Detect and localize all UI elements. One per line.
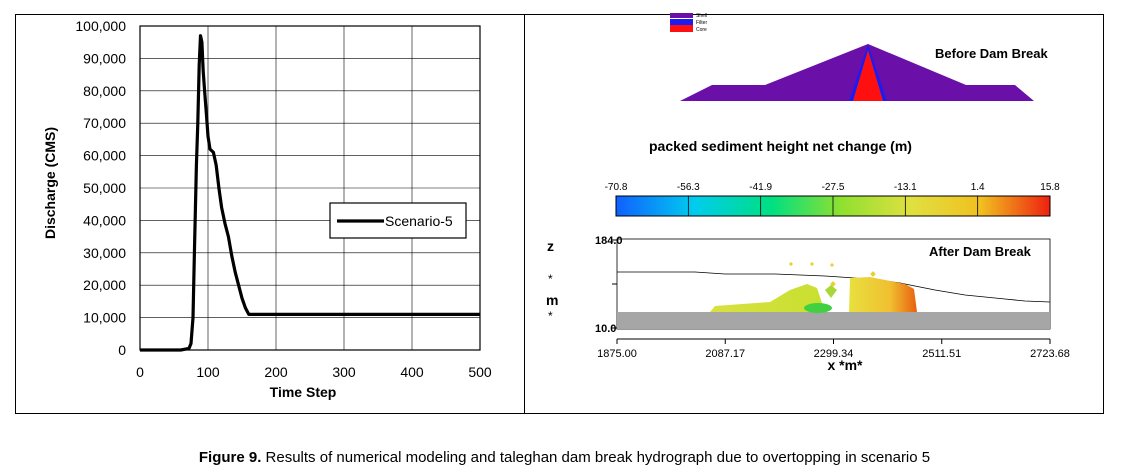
debris-dot <box>870 271 876 277</box>
x-tick-label: 2087.17 <box>705 348 745 360</box>
debris-dot <box>810 262 814 266</box>
series-line-scenario-5 <box>140 34 480 352</box>
dam-cross-section <box>680 44 1034 101</box>
y-tick-label: 0 <box>118 342 126 358</box>
hydrograph-chart: 0 100 200 300 400 500 0 10,000 20,000 30,000 40,00… <box>42 18 492 400</box>
colorbar-tick-label: 1.4 <box>971 182 985 193</box>
y-tick-label: 90,000 <box>83 50 126 66</box>
x-tick-label: 2299.34 <box>814 348 854 360</box>
x-tick-label: 1875.00 <box>597 348 637 360</box>
colorbar-tick-label: -41.9 <box>749 182 772 193</box>
bedrock-layer <box>617 312 1050 329</box>
y-axis-letter-star: * <box>548 272 553 286</box>
caption-text: Results of numerical modeling and talegh… <box>261 449 931 466</box>
x-tick-label: 2511.51 <box>922 348 961 360</box>
y-axis-label: Discharge (CMS) <box>42 127 58 239</box>
x-tick-label: 300 <box>332 364 356 380</box>
x-tick-label: 100 <box>196 364 220 380</box>
y-tick-label: 20,000 <box>83 277 126 293</box>
dam-shell <box>680 44 1034 101</box>
sediment-mound-upstream <box>710 284 825 312</box>
x-tick-label: 400 <box>400 364 424 380</box>
filter-legend-label: Filter <box>696 20 707 26</box>
debris-dot <box>830 263 834 267</box>
y-top-label: 184.0 <box>595 235 623 247</box>
x-tick-label: 500 <box>468 364 492 380</box>
panel-divider <box>524 14 525 414</box>
shell-swatch <box>670 13 693 18</box>
scour-hole <box>804 303 832 313</box>
legend-label: Scenario-5 <box>385 213 453 229</box>
y-tick-label: 80,000 <box>83 83 126 99</box>
sediment-mound-downstream <box>849 277 917 312</box>
y-axis-letter-m: m <box>546 292 558 308</box>
colorbar-title: packed sediment height net change (m) <box>649 138 912 154</box>
before-dam-break-label: Before Dam Break <box>935 46 1048 61</box>
y-tick-label: 50,000 <box>83 180 126 196</box>
x-axis-title: x *m* <box>827 357 863 373</box>
colorbar-tick-label: -27.5 <box>822 182 845 193</box>
colorbar-tick-label: -70.8 <box>605 182 628 193</box>
x-tick-label: 0 <box>136 364 144 380</box>
figure-caption: Figure 9. Results of numerical modeling … <box>0 449 1129 466</box>
y-axis-letter-star: * <box>548 309 553 323</box>
sediment-chunk <box>825 285 837 298</box>
x-tick-label: 2723.68 <box>1030 348 1070 360</box>
dam-core <box>853 50 883 101</box>
debris-dot <box>789 262 793 266</box>
y-tick-label: 70,000 <box>83 115 126 131</box>
core-swatch <box>670 25 693 32</box>
filter-swatch <box>670 19 693 25</box>
y-tick-label: 30,000 <box>83 245 126 261</box>
caption-label: Figure 9. <box>198 449 262 466</box>
y-tick-label: 100,000 <box>75 18 126 34</box>
x-axis-label: Time Step <box>270 384 337 400</box>
x-tick-label: 200 <box>264 364 288 380</box>
colorbar-tick-label: -13.1 <box>894 182 917 193</box>
after-dam-break-label: After Dam Break <box>929 244 1032 259</box>
colorbar-tick-label: 15.8 <box>1040 182 1060 193</box>
dam-break-panel: Shell Filter Core Before Dam Break packe… <box>546 13 1070 373</box>
y-tick-label: 10,000 <box>83 310 126 326</box>
debris-dot <box>830 281 836 287</box>
plot-area-border <box>139 25 481 351</box>
colorbar-tick-label: -56.3 <box>677 182 700 193</box>
y-bottom-label: 10.0 <box>595 323 616 335</box>
figure-frame <box>15 14 1104 414</box>
core-legend-label: Core <box>696 27 707 33</box>
y-tick-label: 60,000 <box>83 148 126 164</box>
material-legend: Shell Filter Core <box>670 13 707 33</box>
y-axis-letter-z: z <box>547 238 554 254</box>
y-tick-label: 40,000 <box>83 212 126 228</box>
shell-legend-label: Shell <box>696 13 707 19</box>
